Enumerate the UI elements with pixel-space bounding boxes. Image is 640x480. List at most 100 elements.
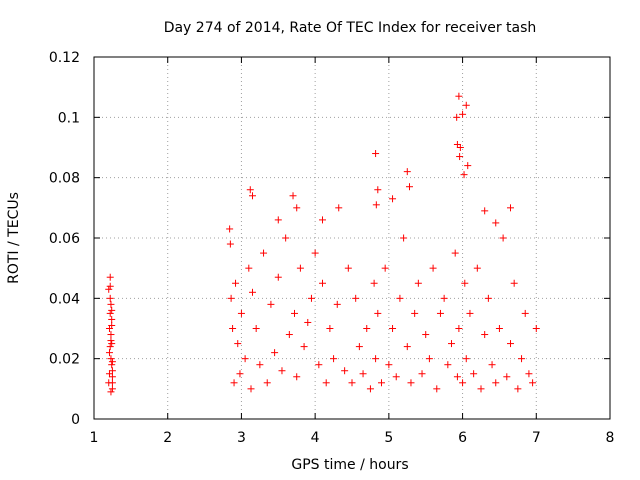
data-point [236,370,244,378]
data-point [248,192,256,200]
y-tick-label: 0.12 [49,50,80,66]
data-point [108,379,116,387]
data-point [108,315,116,323]
x-tick-label: 6 [458,430,467,446]
data-point [106,273,114,281]
data-point [296,264,304,272]
data-point [462,355,470,363]
data-point [282,234,290,242]
data-point [341,367,349,375]
x-tick-label: 8 [606,430,615,446]
data-point [293,204,301,212]
data-point [484,294,492,302]
data-point [311,249,319,257]
y-axis-label: ROTI / TECUs [6,192,22,284]
data-point [464,162,472,170]
data-point [108,385,116,393]
data-point [392,373,400,381]
plot-frame [93,56,611,420]
data-point [291,309,299,317]
data-point [229,325,237,332]
data-point [495,325,503,332]
data-point [372,150,380,158]
data-point [455,325,463,332]
data-point [506,204,514,212]
data-point [407,379,415,387]
data-point [461,279,469,287]
data-point [370,279,378,287]
data-point [293,373,301,381]
data-point [440,294,448,302]
data-point [232,279,240,287]
data-point [227,294,235,302]
data-point [374,186,382,194]
data-point [403,343,411,351]
data-point [348,379,356,387]
x-tick-label: 5 [384,430,393,446]
data-point [456,153,464,161]
data-point [237,309,245,317]
data-point [322,379,330,387]
data-point [453,140,461,148]
data-point [481,207,489,215]
data-point [456,144,464,151]
data-point [355,343,363,351]
data-point [274,273,282,281]
data-point [451,249,459,257]
data-point [429,264,437,272]
data-point [453,113,461,121]
data-point [477,385,485,393]
data-point [307,294,315,302]
data-point [300,343,308,351]
data-point [529,379,537,387]
x-tick-labels: 1 2 3 4 5 6 7 8 [90,430,615,446]
data-point [374,309,382,317]
data-point [263,379,271,387]
data-point [499,234,507,242]
y-tick-labels: 0 0.02 0.04 0.06 0.08 0.1 0.12 [49,50,80,428]
data-point [304,318,312,326]
data-point [389,325,397,332]
data-point [108,340,116,348]
chart-title: Day 274 of 2014, Rate Of TEC Index for r… [164,20,537,36]
data-point [108,358,116,366]
x-tick-label: 1 [90,430,99,446]
data-point [481,331,489,339]
data-point [521,309,529,317]
y-tick-label: 0.04 [49,291,80,307]
data-point [108,367,116,375]
data-point [289,192,297,200]
x-tick-label: 3 [237,430,246,446]
axis-ticks [93,56,611,420]
data-point [492,379,500,387]
data-point [274,216,282,224]
data-point [488,361,496,369]
data-point [107,355,115,363]
data-point [230,379,238,387]
data-point [108,373,116,381]
data-point [518,355,526,363]
data-point [459,110,467,118]
y-tick-label: 0.08 [49,171,80,187]
data-point [396,294,404,302]
data-point [359,370,367,378]
data-point [106,282,114,290]
grid-lines [94,57,610,419]
data-point [532,325,540,332]
data-point [389,195,397,203]
data-point [455,92,463,100]
data-point [462,101,470,109]
data-point [352,294,360,302]
y-tick-label: 0.02 [49,352,80,368]
data-point [247,385,255,393]
data-point [418,370,426,378]
data-point [466,309,474,317]
data-point [319,279,327,287]
x-tick-label: 4 [311,430,320,446]
data-point [344,264,352,272]
data-point [525,370,533,378]
data-point [425,355,433,363]
data-point [335,204,343,212]
data-point [330,355,338,363]
